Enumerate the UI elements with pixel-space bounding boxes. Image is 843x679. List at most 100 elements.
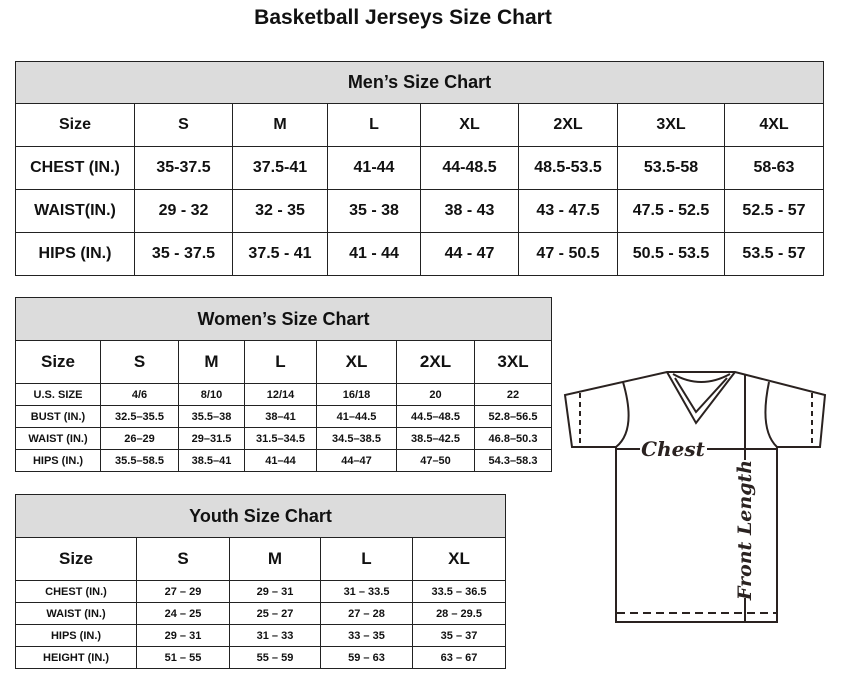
table-row: CHEST (IN.) 35-37.5 37.5-41 41-44 44-48.5 48.… <box>15 146 824 190</box>
table-cell: 29 – 31 <box>229 580 321 603</box>
mens-size-table: Men’s Size Chart Size S M L XL 2XL 3XL 4XL CHEST … <box>15 61 824 276</box>
header-cell: Size <box>15 537 137 581</box>
table-cell: 24 – 25 <box>136 602 230 625</box>
header-cell: L <box>327 103 421 147</box>
header-cell: Size <box>15 103 135 147</box>
table-row: HIPS (IN.) 29 – 31 31 – 33 33 – 35 35 – 37 <box>15 624 507 647</box>
table-cell: 29 - 32 <box>134 189 233 233</box>
table-cell: 47 - 50.5 <box>518 232 618 276</box>
header-cell: S <box>136 537 230 581</box>
table-cell: 32.5–35.5 <box>100 405 179 428</box>
table-row: BUST (IN.) 32.5–35.5 35.5–38 38–41 41–44.5 44… <box>15 405 553 428</box>
table-cell: 8/10 <box>178 383 245 406</box>
armhole-right <box>764 381 778 448</box>
table-row: WAIST (IN.) 24 – 25 25 – 27 27 – 28 28 – 29.… <box>15 602 507 625</box>
row-label: WAIST (IN.) <box>15 602 137 625</box>
womens-size-table: Women’s Size Chart Size S M L XL 2XL 3XL U.S. SI… <box>14 297 553 472</box>
table-cell: 33.5 – 36.5 <box>411 580 507 603</box>
table-cell: 20 <box>396 383 475 406</box>
header-cell: XL <box>411 537 507 581</box>
youth-size-table: Youth Size Chart Size S M L XL CHEST (IN.) 27 –… <box>14 494 507 669</box>
header-cell: M <box>229 537 321 581</box>
header-cell: 2XL <box>518 103 618 147</box>
table-row: HIPS (IN.) 35 - 37.5 37.5 - 41 41 - 44 44 - … <box>15 232 824 276</box>
table-cell: 44 - 47 <box>420 232 519 276</box>
table-cell: 51 – 55 <box>136 646 230 669</box>
table-cell: 4/6 <box>100 383 179 406</box>
table-cell: 28 – 29.5 <box>411 602 507 625</box>
table-cell: 41–44 <box>244 449 317 472</box>
table-cell: 52.8–56.5 <box>473 405 553 428</box>
table-cell: 53.5 - 57 <box>724 232 824 276</box>
table-cell: 33 – 35 <box>320 624 413 647</box>
table-cell: 29–31.5 <box>178 427 245 450</box>
table-cell: 44.5–48.5 <box>396 405 475 428</box>
table-caption: Men’s Size Chart <box>15 61 824 104</box>
header-cell: 3XL <box>473 340 553 384</box>
table-row: U.S. SIZE 4/6 8/10 12/14 16/18 20 22 <box>15 383 553 406</box>
header-cell: S <box>100 340 179 384</box>
table-cell: 35.5–38 <box>178 405 245 428</box>
table-cell: 31 – 33.5 <box>320 580 413 603</box>
table-cell: 38.5–41 <box>178 449 245 472</box>
row-label: HIPS (IN.) <box>15 232 135 276</box>
row-label: WAIST (IN.) <box>15 427 101 450</box>
table-cell: 35 - 37.5 <box>134 232 233 276</box>
page-title: Basketball Jerseys Size Chart <box>254 6 552 29</box>
table-cell: 31.5–34.5 <box>244 427 317 450</box>
table-cell: 41-44 <box>327 146 421 190</box>
header-cell: M <box>232 103 328 147</box>
table-cell: 35.5–58.5 <box>100 449 179 472</box>
table-row: HIPS (IN.) 35.5–58.5 38.5–41 41–44 44–47 47–5… <box>15 449 553 472</box>
header-cell: XL <box>316 340 397 384</box>
table-cell: 41–44.5 <box>316 405 397 428</box>
header-cell: S <box>134 103 233 147</box>
table-row: WAIST (IN.) 26–29 29–31.5 31.5–34.5 34.5–38.… <box>15 427 553 450</box>
table-cell: 34.5–38.5 <box>316 427 397 450</box>
header-cell: 4XL <box>724 103 824 147</box>
jersey-diagram: Chest Front Length <box>563 371 827 623</box>
table-cell: 16/18 <box>316 383 397 406</box>
header-row: Size S M L XL <box>15 537 507 581</box>
table-cell: 41 - 44 <box>327 232 421 276</box>
table-cell: 35-37.5 <box>134 146 233 190</box>
table-cell: 27 – 28 <box>320 602 413 625</box>
table-cell: 46.8–50.3 <box>473 427 553 450</box>
row-label: CHEST (IN.) <box>15 146 135 190</box>
table-cell: 38–41 <box>244 405 317 428</box>
collar <box>666 371 736 425</box>
header-cell: 3XL <box>617 103 725 147</box>
table-cell: 37.5-41 <box>232 146 328 190</box>
row-label: BUST (IN.) <box>15 405 101 428</box>
header-cell: XL <box>420 103 519 147</box>
table-cell: 58-63 <box>724 146 824 190</box>
table-cell: 44–47 <box>316 449 397 472</box>
chest-label: Chest <box>641 437 705 461</box>
table-cell: 32 - 35 <box>232 189 328 233</box>
table-cell: 37.5 - 41 <box>232 232 328 276</box>
table-caption: Women’s Size Chart <box>14 297 553 341</box>
table-cell: 25 – 27 <box>229 602 321 625</box>
table-cell: 35 - 38 <box>327 189 421 233</box>
row-label: U.S. SIZE <box>15 383 101 406</box>
table-cell: 22 <box>473 383 553 406</box>
table-cell: 31 – 33 <box>229 624 321 647</box>
table-cell: 63 – 67 <box>411 646 507 669</box>
header-cell: Size <box>15 340 101 384</box>
shirt-outline <box>563 371 827 623</box>
row-label: HIPS (IN.) <box>15 449 101 472</box>
table-cell: 55 – 59 <box>229 646 321 669</box>
header-row: Size S M L XL 2XL 3XL <box>15 340 553 384</box>
table-cell: 52.5 - 57 <box>724 189 824 233</box>
table-row: CHEST (IN.) 27 – 29 29 – 31 31 – 33.5 33.5 –… <box>15 580 507 603</box>
table-cell: 44-48.5 <box>420 146 519 190</box>
row-label: HIPS (IN.) <box>15 624 137 647</box>
row-label: WAIST(IN.) <box>15 189 135 233</box>
table-row: HEIGHT (IN.) 51 – 55 55 – 59 59 – 63 63 – 67 <box>15 646 507 669</box>
table-cell: 35 – 37 <box>411 624 507 647</box>
table-cell: 27 – 29 <box>136 580 230 603</box>
table-cell: 12/14 <box>244 383 317 406</box>
armhole-left <box>615 381 630 448</box>
row-label: CHEST (IN.) <box>15 580 137 603</box>
front-length-label: Front Length <box>734 460 756 601</box>
